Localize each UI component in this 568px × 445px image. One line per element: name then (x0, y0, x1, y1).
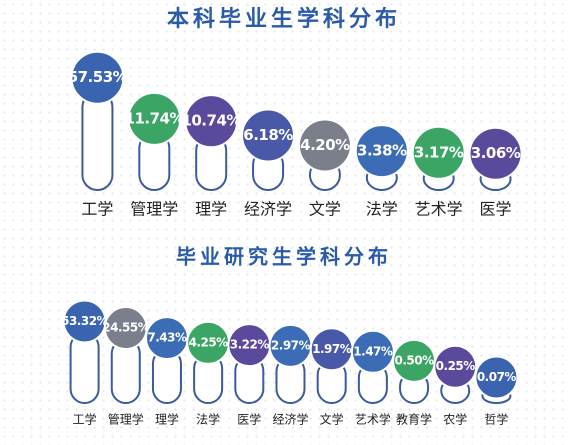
value-badge (350, 329, 395, 374)
value-badge (474, 355, 519, 400)
category-label: 经济学 (272, 412, 308, 427)
category-label: 农学 (443, 412, 467, 427)
value-label: 3.06% (471, 144, 521, 162)
value-badge (354, 124, 409, 179)
category-label: 法学 (196, 412, 220, 427)
value-badge (297, 118, 352, 173)
category-label: 哲学 (484, 412, 508, 427)
value-label: 0.07% (477, 370, 517, 384)
value-label: 3.17% (414, 143, 464, 161)
category-label: 法学 (366, 200, 398, 219)
value-badge (127, 91, 182, 146)
value-badge (411, 125, 466, 180)
category-label: 艺术学 (355, 412, 391, 427)
value-badge (103, 305, 148, 350)
value-label: 0.50% (394, 353, 434, 367)
category-label: 教育学 (396, 412, 432, 427)
pill-bar (81, 91, 114, 191)
category-label: 工学 (73, 412, 97, 427)
value-badge (184, 94, 239, 149)
category-label: 理学 (195, 200, 227, 219)
value-label: 2.97% (271, 338, 311, 352)
value-label: 57.53% (68, 68, 128, 86)
category-label: 医学 (237, 412, 261, 427)
value-label: 3.38% (357, 142, 407, 160)
value-label: 4.25% (189, 335, 229, 349)
value-label: 4.20% (300, 136, 350, 154)
category-label: 文学 (320, 412, 344, 427)
category-label: 工学 (81, 200, 113, 219)
value-label: 7.43% (147, 331, 187, 345)
value-badge (241, 108, 296, 163)
value-label: 1.47% (353, 344, 393, 358)
value-label: 11.74% (125, 109, 185, 127)
category-label: 管理学 (130, 200, 178, 219)
value-label: 10.74% (181, 112, 241, 130)
category-label: 艺术学 (415, 200, 463, 219)
value-label: 24.55% (102, 320, 149, 334)
category-label: 管理学 (108, 412, 144, 427)
value-badge (70, 50, 125, 105)
category-label: 文学 (309, 200, 341, 219)
value-label: 1.97% (312, 342, 352, 356)
value-label: 6.18% (243, 126, 293, 144)
value-label: 0.25% (436, 359, 476, 373)
pill-bar (69, 332, 100, 404)
chart-title: 毕业研究生学科分布 (176, 245, 392, 269)
chart-title: 本科毕业生学科分布 (167, 6, 401, 32)
value-badge (433, 344, 478, 389)
value-label: 3.22% (230, 338, 270, 352)
category-label: 经济学 (244, 200, 292, 219)
value-badge (468, 126, 523, 181)
value-label: 53.32% (61, 314, 108, 328)
category-label: 理学 (155, 412, 179, 427)
category-label: 医学 (480, 200, 512, 219)
